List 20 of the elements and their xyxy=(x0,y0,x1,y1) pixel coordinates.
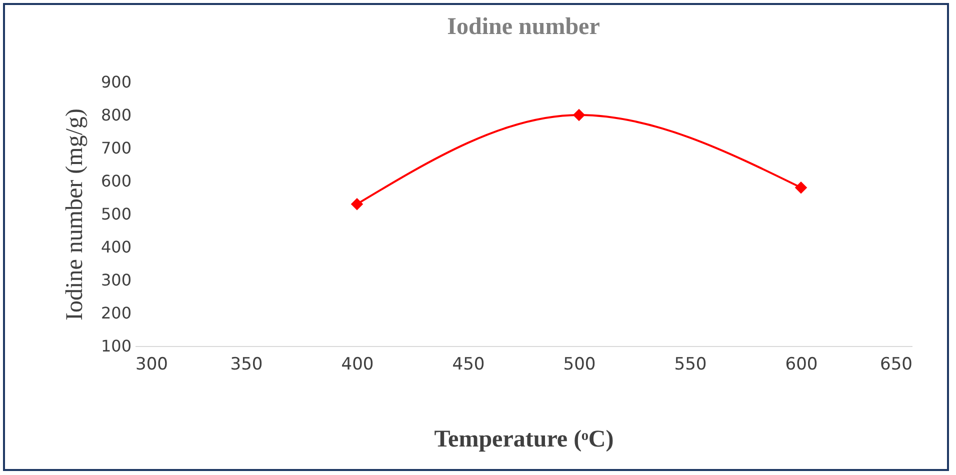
y-tick-label: 600 xyxy=(100,172,132,190)
x-axis-title: Temperature (ᵒC) xyxy=(434,426,614,452)
y-tick-label: 300 xyxy=(100,270,132,290)
y-tick-label: 800 xyxy=(100,106,132,124)
y-tick-label: 500 xyxy=(100,204,132,224)
y-axis-title: Iodine number (mg/g) xyxy=(62,108,88,320)
x-tick-label: 400 xyxy=(341,354,374,374)
chart-title: Iodine number xyxy=(447,14,600,40)
x-tick-label: 550 xyxy=(674,354,707,374)
x-tick-label: 350 xyxy=(230,354,263,374)
y-tick-label: 200 xyxy=(100,304,132,322)
x-tick-label: 300 xyxy=(136,354,168,374)
x-tick-label: 650 xyxy=(880,354,912,374)
y-tick-label: 400 xyxy=(100,238,132,256)
y-tick-label: 900 xyxy=(100,72,132,92)
x-tick-label: 500 xyxy=(563,354,596,374)
y-tick-label: 100 xyxy=(100,336,132,356)
x-tick-label: 450 xyxy=(452,354,485,374)
y-tick-label: 700 xyxy=(100,138,132,158)
x-tick-label: 600 xyxy=(785,354,818,374)
